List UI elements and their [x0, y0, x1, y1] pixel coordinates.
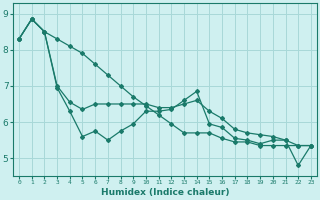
- X-axis label: Humidex (Indice chaleur): Humidex (Indice chaleur): [101, 188, 229, 197]
